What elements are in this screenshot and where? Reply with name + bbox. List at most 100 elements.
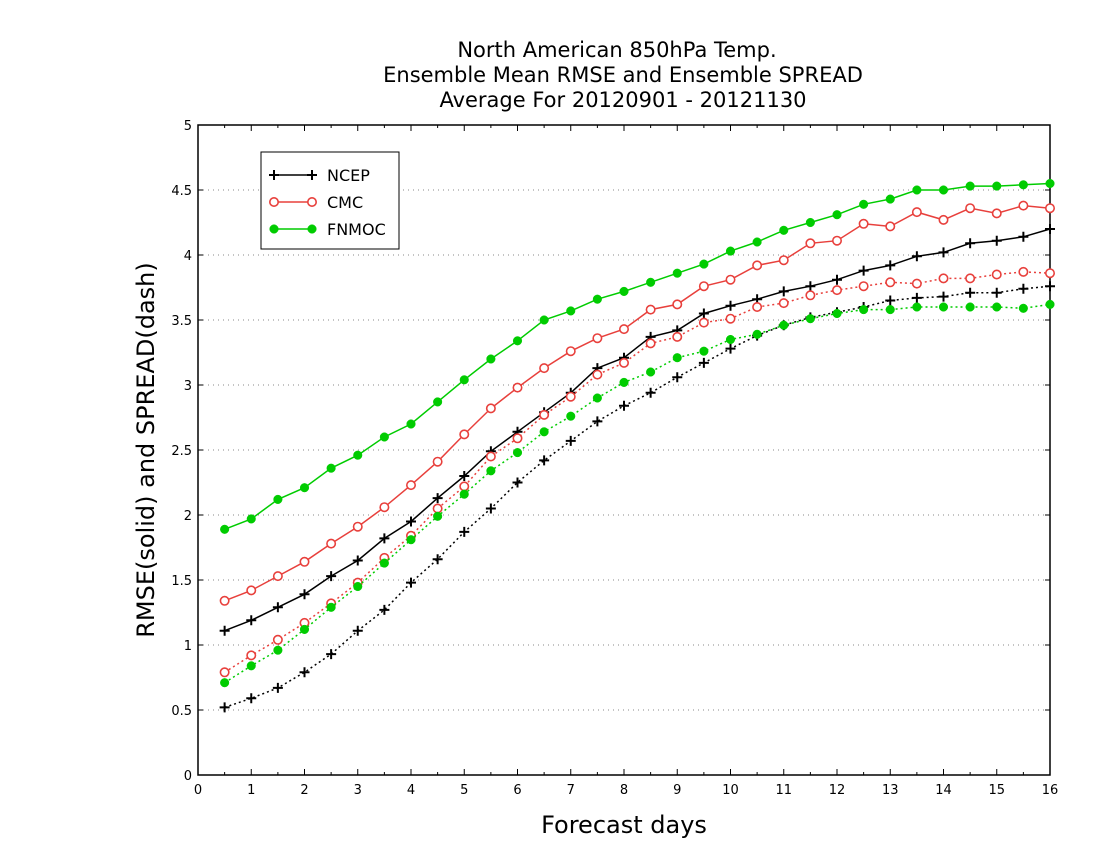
- fnmoc-spread-point: [992, 302, 1002, 312]
- cmc-rmse-point: [539, 363, 550, 374]
- y-tick-label: 1: [184, 639, 192, 654]
- fnmoc-spread-point: [912, 302, 922, 312]
- fnmoc-rmse-point: [752, 237, 762, 247]
- cmc-rmse-point: [432, 456, 443, 467]
- x-tick-label: 5: [460, 783, 468, 798]
- cmc-spread-line: [224, 271, 1051, 673]
- legend-marker: [307, 170, 317, 180]
- legend-entry-fnmoc: FNMOC: [269, 220, 386, 239]
- cmc-spread-point: [725, 313, 736, 324]
- cmc-rmse-point: [485, 403, 496, 414]
- cmc-spread-point: [752, 301, 763, 312]
- fnmoc-rmse-point: [619, 286, 629, 296]
- ncep-spread-point: [246, 693, 257, 704]
- ncep-spread-point: [619, 400, 629, 411]
- legend-marker: [269, 170, 279, 180]
- ncep-spread-point: [299, 667, 310, 678]
- cmc-spread-point: [272, 634, 283, 645]
- cmc-rmse-point: [379, 502, 390, 513]
- fnmoc-rmse-point: [779, 225, 789, 235]
- legend-label: NCEP: [327, 166, 370, 185]
- ncep-rmse-point: [885, 260, 896, 271]
- ncep-spread-point: [219, 702, 230, 713]
- fnmoc-spread-point: [459, 489, 469, 499]
- fnmoc-spread-point: [1018, 303, 1028, 313]
- cmc-rmse-point: [246, 585, 257, 596]
- cmc-rmse-point: [512, 382, 523, 393]
- ncep-rmse-point: [352, 555, 363, 566]
- ncep-rmse-point: [778, 286, 789, 297]
- fnmoc-spread-point: [566, 411, 576, 421]
- ncep-spread-point: [911, 292, 922, 303]
- ncep-rmse-point: [219, 625, 230, 636]
- ncep-rmse-point: [459, 471, 470, 481]
- fnmoc-spread-point: [672, 353, 682, 363]
- cmc-rmse-point: [778, 255, 789, 266]
- cmc-spread-point: [485, 451, 496, 462]
- ncep-rmse-point: [272, 602, 283, 613]
- gridlines: [198, 189, 1050, 711]
- fnmoc-spread-point: [699, 346, 709, 356]
- fnmoc-spread-point: [299, 624, 310, 634]
- x-tick-label: 14: [935, 783, 952, 798]
- cmc-spread-point: [911, 278, 922, 289]
- ncep-spread-point: [352, 625, 363, 636]
- cmc-spread-point: [1018, 266, 1029, 277]
- fnmoc-spread-series: [220, 299, 1055, 688]
- cmc-rmse-point: [752, 260, 763, 271]
- x-tick-label: 7: [567, 783, 575, 798]
- ncep-spread-point: [885, 295, 896, 306]
- x-tick-label: 9: [673, 783, 681, 798]
- ncep-spread-point: [938, 291, 949, 302]
- fnmoc-spread-point: [805, 314, 815, 324]
- fnmoc-rmse-point: [938, 185, 949, 195]
- ncep-rmse-point: [379, 533, 390, 544]
- fnmoc-rmse-line: [224, 182, 1051, 530]
- cmc-spread-point: [965, 273, 976, 284]
- fnmoc-spread-line: [224, 303, 1051, 684]
- y-axis-label: RMSE(solid) and SPREAD(dash): [132, 262, 160, 638]
- x-axis-label: Forecast days: [541, 811, 707, 839]
- fnmoc-rmse-point: [1018, 180, 1028, 190]
- fnmoc-spread-point: [885, 305, 895, 315]
- fnmoc-spread-point: [246, 661, 256, 671]
- legend-entry-cmc: CMC: [268, 193, 363, 212]
- cmc-rmse-point: [965, 203, 976, 214]
- cmc-spread-point: [885, 277, 896, 288]
- ncep-rmse-point: [725, 300, 736, 311]
- cmc-rmse-point: [565, 346, 576, 357]
- cmc-rmse-point: [299, 556, 310, 567]
- fnmoc-spread-point: [779, 320, 789, 330]
- cmc-spread-point: [459, 481, 470, 492]
- legend-marker: [307, 224, 317, 234]
- cmc-rmse-point: [326, 538, 337, 549]
- fnmoc-rmse-point: [672, 268, 682, 278]
- cmc-spread-point: [246, 650, 257, 661]
- ncep-rmse-line: [224, 228, 1051, 632]
- ncep-spread-point: [592, 416, 603, 427]
- ncep-spread-point: [672, 372, 683, 383]
- ncep-spread-point: [725, 343, 736, 354]
- cmc-rmse-point: [219, 595, 230, 606]
- cmc-rmse-point: [938, 214, 949, 225]
- x-tick-label: 10: [722, 783, 739, 798]
- plot-frame: [197, 124, 1051, 776]
- y-tick-label: 4.5: [171, 184, 192, 199]
- x-tick-label: 16: [1042, 783, 1059, 798]
- legend-label: CMC: [327, 193, 363, 212]
- fnmoc-rmse-point: [646, 277, 656, 287]
- ncep-rmse-point: [432, 493, 443, 504]
- cmc-rmse-point: [725, 274, 736, 285]
- fnmoc-rmse-point: [326, 463, 336, 473]
- x-tick-label: 6: [513, 783, 521, 798]
- fnmoc-rmse-point: [299, 483, 310, 493]
- x-tick-label: 0: [194, 783, 202, 798]
- fnmoc-rmse-point: [859, 199, 869, 209]
- x-tick-label: 8: [620, 783, 628, 798]
- legend-label: FNMOC: [327, 220, 386, 239]
- fnmoc-spread-point: [512, 448, 523, 458]
- ncep-spread-point: [645, 387, 656, 398]
- y-tick-label: 3.5: [171, 314, 192, 329]
- y-tick-label: 4: [184, 249, 192, 264]
- legend-marker: [306, 197, 317, 208]
